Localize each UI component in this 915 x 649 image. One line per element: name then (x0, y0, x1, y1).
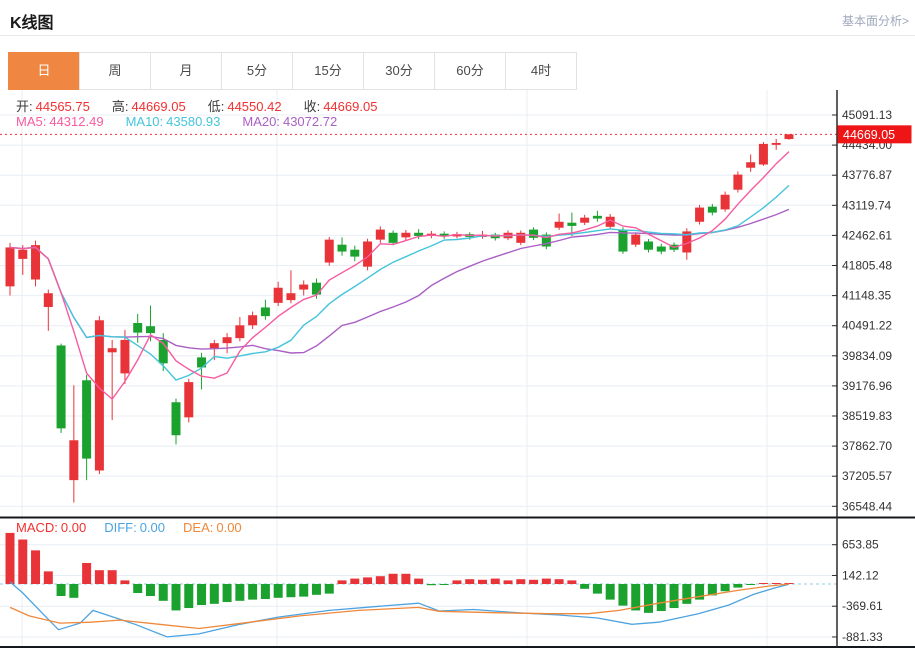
tab-月[interactable]: 月 (150, 52, 222, 90)
dea-line (9, 583, 790, 630)
candlestick-series (5, 134, 794, 503)
ma-legend: MA5: 44312.49 MA10: 43580.93 MA20: 43072.72 (16, 114, 337, 129)
tab-5分[interactable]: 5分 (221, 52, 293, 90)
svg-text:37862.70: 37862.70 (842, 439, 892, 453)
last-price-badge: 44669.05 (837, 125, 912, 144)
ma20-line (9, 208, 790, 354)
tab-15分[interactable]: 15分 (292, 52, 364, 90)
tab-4时[interactable]: 4时 (505, 52, 577, 90)
svg-text:653.85: 653.85 (842, 538, 879, 552)
svg-text:43776.87: 43776.87 (842, 168, 892, 182)
kline-chart[interactable]: 45091.1344434.0043776.8743119.7442462.61… (0, 90, 915, 649)
diff-line (9, 581, 790, 638)
y-axis-labels: 45091.1344434.0043776.8743119.7442462.61… (832, 108, 892, 644)
tab-30分[interactable]: 30分 (363, 52, 435, 90)
period-tab-bar: 日周月 5分 15分 30分 60分 4时 (8, 52, 577, 90)
svg-text:43119.74: 43119.74 (842, 198, 891, 212)
legend-item: MA5: 44312.49 (16, 114, 104, 129)
svg-text:41148.35: 41148.35 (842, 289, 891, 303)
legend-item: MACD: 0.00 (16, 520, 87, 535)
tab-日[interactable]: 日 (8, 52, 80, 90)
legend-item: MA10: 43580.93 (125, 114, 221, 129)
svg-text:45091.13: 45091.13 (842, 108, 892, 122)
tab-60分[interactable]: 60分 (434, 52, 506, 90)
legend-item: 收: 44669.05 (303, 99, 378, 114)
macd-legend: MACD: 0.00 DIFF: 0.00 DEA: 0.00 (16, 520, 242, 535)
legend-item: MA20: 43072.72 (242, 114, 338, 129)
svg-text:36548.44: 36548.44 (842, 499, 892, 513)
svg-text:39834.09: 39834.09 (842, 349, 892, 363)
legend-item: DIFF: 0.00 (104, 520, 166, 535)
legend-item: 开: 44565.75 (16, 99, 90, 114)
ma5-line (9, 151, 790, 401)
fundamental-analysis-link[interactable]: 基本面分析> (841, 14, 909, 28)
page-title: K线图 (10, 15, 54, 32)
svg-text:39176.96: 39176.96 (842, 379, 892, 393)
ma10-line (9, 184, 790, 381)
legend-item: 高: 44669.05 (111, 99, 186, 114)
svg-text:38519.83: 38519.83 (842, 409, 892, 423)
svg-text:-369.61: -369.61 (842, 599, 883, 613)
svg-text:42462.61: 42462.61 (842, 228, 892, 242)
gridlines (0, 90, 837, 647)
svg-text:-881.33: -881.33 (842, 630, 883, 644)
svg-text:37205.57: 37205.57 (842, 469, 892, 483)
legend-item: 低: 44550.42 (207, 99, 282, 114)
svg-text:44669.05: 44669.05 (843, 128, 895, 142)
svg-text:40491.22: 40491.22 (842, 319, 892, 333)
header-divider (0, 35, 915, 36)
tab-周[interactable]: 周 (79, 52, 151, 90)
legend-item: DEA: 0.00 (183, 520, 242, 535)
svg-text:41805.48: 41805.48 (842, 259, 892, 273)
svg-text:142.12: 142.12 (842, 568, 879, 582)
macd-histogram (5, 532, 794, 613)
ohlc-legend: 开: 44565.75 高: 44669.05 低: 44550.42 收: 44669.05 (16, 96, 377, 115)
